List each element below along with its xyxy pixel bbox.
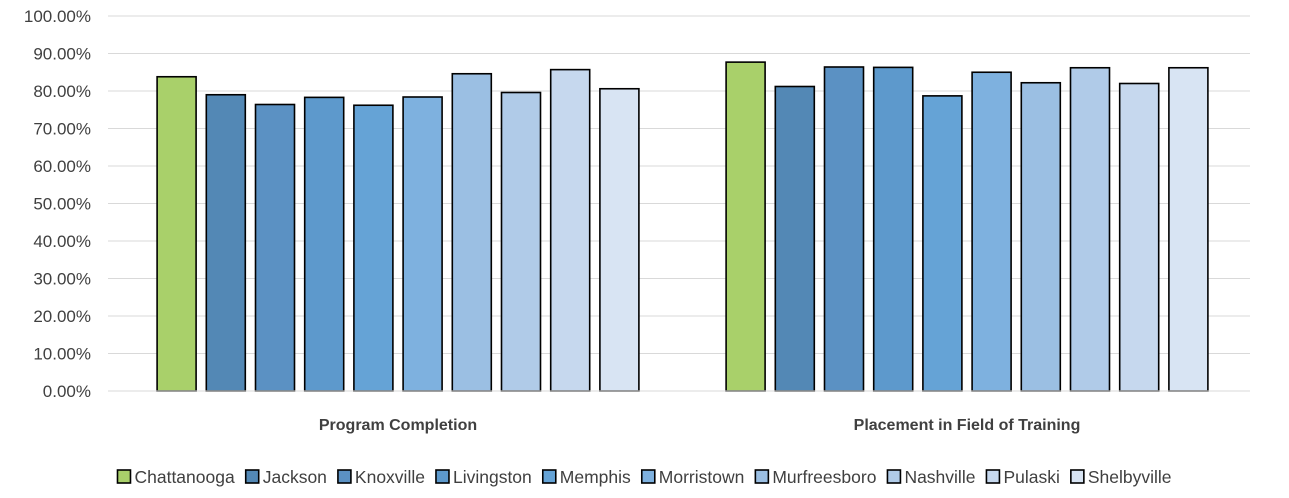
bar-jackson-program-completion	[205, 93, 247, 392]
bar-knoxville-placement	[823, 66, 865, 392]
legend-swatch-chattanooga	[116, 469, 132, 484]
bar-chattanooga-program-completion	[156, 75, 197, 392]
gridlines	[108, 15, 1250, 354]
category-label: Program Completion	[319, 417, 477, 434]
y-tick-label: 70.00%	[33, 120, 91, 139]
bar-nashville-program-completion	[500, 91, 542, 392]
y-tick-label: 60.00%	[33, 157, 91, 176]
bar-livingston-program-completion	[303, 96, 345, 392]
legend-label-nashville: Nashville	[904, 467, 975, 487]
legend-label-murfreesboro: Murfreesboro	[772, 467, 876, 487]
y-axis-tick-labels: 0.00% 10.00% 20.00% 30.00% 40.00% 50.00% 60.00…	[24, 7, 91, 401]
legend: Chattanooga Jackson Knoxville Livingston Mem…	[116, 467, 1172, 487]
legend-swatch-nashville	[886, 469, 902, 484]
legend-label-shelbyville: Shelbyville	[1088, 467, 1172, 487]
legend-label-morristown: Morristown	[659, 467, 745, 487]
y-tick-label: 50.00%	[33, 195, 91, 214]
legend-label-pulaski: Pulaski	[1003, 467, 1059, 487]
y-tick-label: 30.00%	[33, 270, 91, 289]
bar-morristown-program-completion	[402, 96, 443, 392]
legend-swatch-livingston	[435, 469, 450, 484]
legend-swatch-shelbyville	[1070, 469, 1085, 484]
bar-shelbyville-program-completion	[599, 87, 640, 392]
legend-label-memphis: Memphis	[560, 467, 631, 487]
legend-swatch-memphis	[541, 469, 557, 484]
bar-chattanooga-placement	[725, 61, 766, 392]
bar-shelbyville-placement	[1168, 66, 1209, 392]
bar-memphis-program-completion	[353, 104, 394, 392]
bar-pulaski-program-completion	[549, 68, 591, 392]
legend-swatch-pulaski	[985, 469, 1001, 484]
legend-label-chattanooga: Chattanooga	[134, 467, 234, 487]
y-tick-label: 90.00%	[33, 45, 91, 64]
category-label: Placement in Field of Training	[854, 417, 1081, 434]
bar-jackson-placement	[774, 85, 816, 392]
legend-label-knoxville: Knoxville	[355, 467, 425, 487]
y-tick-label: 0.00%	[43, 382, 91, 401]
bar-murfreesboro-program-completion	[451, 72, 493, 392]
bar-memphis-placement	[922, 95, 963, 392]
legend-swatch-murfreesboro	[754, 469, 770, 484]
y-tick-label: 10.00%	[33, 345, 91, 364]
bar-knoxville-program-completion	[254, 103, 296, 392]
y-tick-label: 80.00%	[33, 82, 91, 101]
y-tick-label: 100.00%	[24, 7, 91, 26]
bar-pulaski-placement	[1118, 82, 1160, 392]
y-tick-label: 20.00%	[33, 307, 91, 326]
legend-label-jackson: Jackson	[263, 467, 327, 487]
bars	[156, 61, 1209, 392]
bar-livingston-placement	[872, 66, 914, 392]
y-tick-label: 40.00%	[33, 232, 91, 251]
legend-swatch-jackson	[244, 469, 260, 484]
legend-label-livingston: Livingston	[453, 467, 532, 487]
category-labels: Program Completion Placement in Field of …	[319, 417, 1080, 434]
legend-swatch-morristown	[640, 469, 656, 484]
bar-morristown-placement	[971, 71, 1012, 392]
bar-nashville-placement	[1069, 66, 1111, 392]
bar-murfreesboro-placement	[1020, 81, 1062, 392]
legend-swatch-knoxville	[337, 469, 352, 484]
